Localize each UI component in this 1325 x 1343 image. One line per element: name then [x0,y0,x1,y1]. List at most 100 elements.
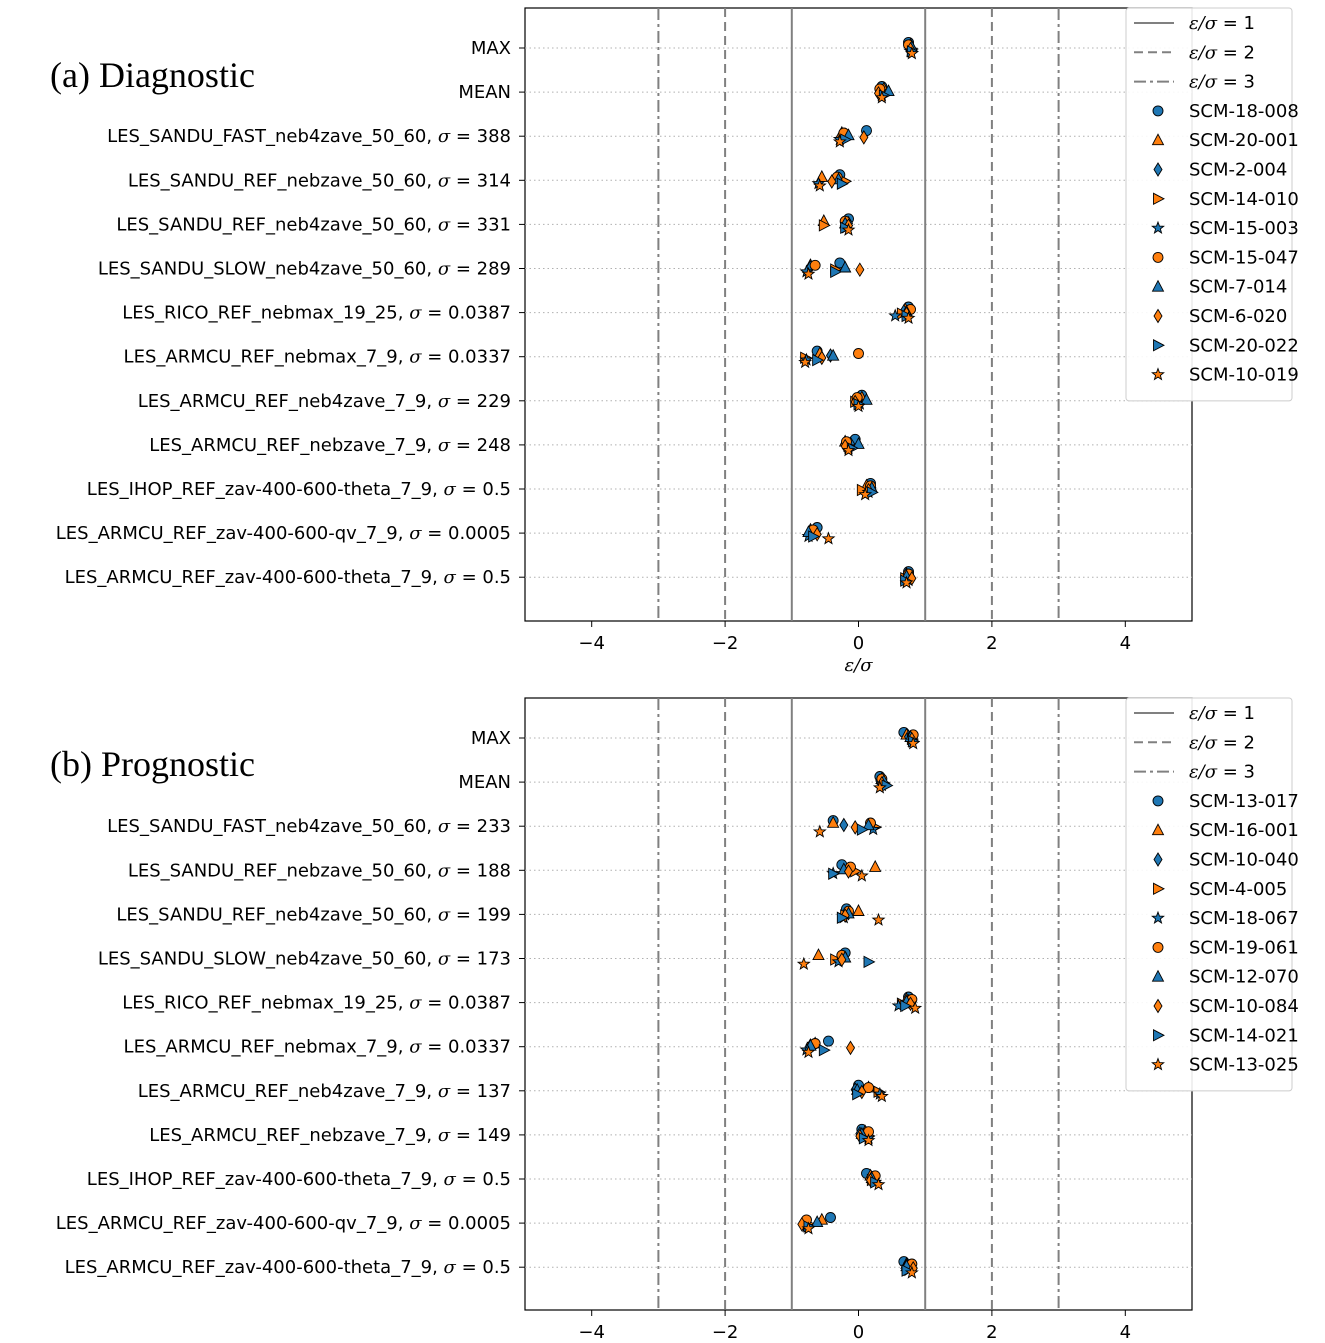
legend-label: SCM-18-008 [1189,101,1299,122]
x-tick-label: −4 [578,1322,605,1343]
data-point [852,1087,865,1101]
y-tick-label: LES_SANDU_FAST_neb4zave_50_60, σ = 388 [107,126,511,147]
y-tick-label: LES_RICO_REF_nebmax_19_25, σ = 0.0387 [122,303,511,324]
legend-label: SCM-10-040 [1189,850,1299,871]
data-point [863,955,876,969]
y-tick-label: LES_ARMCU_REF_nebzave_7_9, σ = 248 [149,435,511,456]
legend-marker [1151,969,1165,982]
legend-label: ε/σ = 3 [1189,762,1255,783]
legend-label: ε/σ = 1 [1189,703,1255,724]
data-point [874,1089,889,1103]
data-point [906,736,921,750]
y-tick-label: LES_ARMCU_REF_nebmax_7_9, σ = 0.0337 [124,347,511,368]
data-point [810,1215,824,1228]
legend-marker [1153,882,1165,896]
y-tick-label: LES_SANDU_SLOW_neb4zave_50_60, σ = 173 [98,949,511,970]
panel-title: (b) Prognostic [50,744,255,784]
y-tick-label: LES_ARMCU_REF_nebzave_7_9, σ = 149 [149,1125,511,1146]
data-point [852,904,865,916]
data-point [837,952,847,968]
x-axis-label: ε/σ [844,655,873,676]
legend-marker [1152,251,1164,263]
data-point [808,530,821,543]
data-point [827,174,837,189]
legend-marker [1153,339,1165,352]
y-tick-label: LES_SANDU_REF_nebzave_50_60, σ = 314 [128,170,511,191]
x-tick-label: −2 [712,633,739,654]
data-point [828,867,841,880]
data-point [860,392,873,405]
legend-marker [1151,823,1165,836]
data-point [872,780,887,794]
y-tick-label: LES_ARMCU_REF_zav-400-600-qv_7_9, σ = 0.… [56,523,511,544]
data-point [868,859,882,872]
y-tick-label: MAX [471,728,511,749]
legend-label: SCM-12-070 [1189,967,1299,988]
legend-marker [1151,220,1165,234]
y-tick-label: LES_ARMCU_REF_nebmax_7_9, σ = 0.0337 [124,1037,511,1058]
x-tick-label: 2 [986,633,997,654]
legend-marker [1153,852,1163,867]
legend-label: SCM-6-020 [1189,306,1287,327]
x-tick-label: −4 [578,633,605,654]
data-point [818,1043,831,1057]
y-tick-label: MEAN [458,772,511,793]
x-tick-label: 4 [1120,633,1131,654]
series-SCM-10-019 [798,46,919,589]
y-tick-label: MAX [471,38,511,59]
plot-area [524,697,1193,1311]
legend-label: ε/σ = 2 [1189,732,1255,753]
y-tick-label: LES_ARMCU_REF_neb4zave_7_9, σ = 229 [138,391,511,412]
y-tick-label: LES_RICO_REF_nebmax_19_25, σ = 0.0387 [122,993,511,1014]
x-tick-label: 0 [853,1322,864,1343]
y-tick-label: LES_ARMCU_REF_zav-400-600-theta_7_9, σ =… [65,1257,511,1278]
panel-prognostic: MAX MEAN LES_SANDU_FAST_neb4zave_50_60, σ … [50,697,1299,1343]
x-tick-label: 4 [1120,1322,1131,1343]
legend: ε/σ = 1 ε/σ = 2 ε/σ = 3 SCM-13-017 SCM-16-00… [1125,697,1299,1092]
y-tick-label: LES_SANDU_REF_neb4zave_50_60, σ = 199 [116,904,511,925]
data-point [900,999,913,1013]
data-point [836,911,849,925]
data-point [809,259,821,271]
legend-label: SCM-20-022 [1189,335,1299,356]
data-point [812,178,827,192]
data-point [871,1177,886,1191]
data-point [826,815,840,828]
data-point [856,823,869,836]
data-point [821,531,836,545]
y-tick-label: LES_SANDU_REF_nebzave_50_60, σ = 188 [128,860,511,881]
data-point [854,868,869,882]
legend-label: ε/σ = 2 [1189,42,1255,63]
y-tick-label: LES_ARMCU_REF_zav-400-600-qv_7_9, σ = 0.… [56,1213,511,1234]
data-point [851,399,866,413]
data-point [812,353,825,367]
data-point [839,817,849,833]
data-point [904,1265,919,1279]
panel-diagnostic: MAX MEAN LES_SANDU_FAST_neb4zave_50_60, σ … [50,7,1299,676]
legend-marker [1152,795,1164,807]
y-tick-label: LES_ARMCU_REF_zav-400-600-theta_7_9, σ =… [65,567,511,588]
legend-label: SCM-2-004 [1189,160,1287,181]
legend-label: SCM-10-019 [1189,365,1299,386]
legend-marker [1151,133,1165,146]
data-point [899,575,914,589]
legend-label: SCM-14-021 [1189,1025,1299,1046]
legend-label: ε/σ = 3 [1189,72,1255,93]
y-tick-label: LES_IHOP_REF_zav-400-600-theta_7_9, σ = … [87,479,511,500]
data-point [843,864,854,879]
data-point [823,1035,834,1047]
legend: ε/σ = 1 ε/σ = 2 ε/σ = 3 SCM-18-008 SCM-20-00… [1125,7,1299,402]
legend-label: SCM-10-084 [1189,996,1299,1017]
x-tick-label: −2 [712,1322,739,1343]
legend-label: SCM-13-025 [1189,1055,1299,1076]
legend-marker [1152,941,1164,953]
legend-label: SCM-19-061 [1189,937,1299,958]
y-tick-label: LES_SANDU_REF_neb4zave_50_60, σ = 331 [116,214,511,235]
data-point [826,348,840,361]
legend-marker [1152,105,1164,117]
legend-label: ε/σ = 1 [1189,13,1255,34]
data-point [818,219,831,232]
legend-marker [1153,192,1165,206]
data-point [830,265,843,279]
